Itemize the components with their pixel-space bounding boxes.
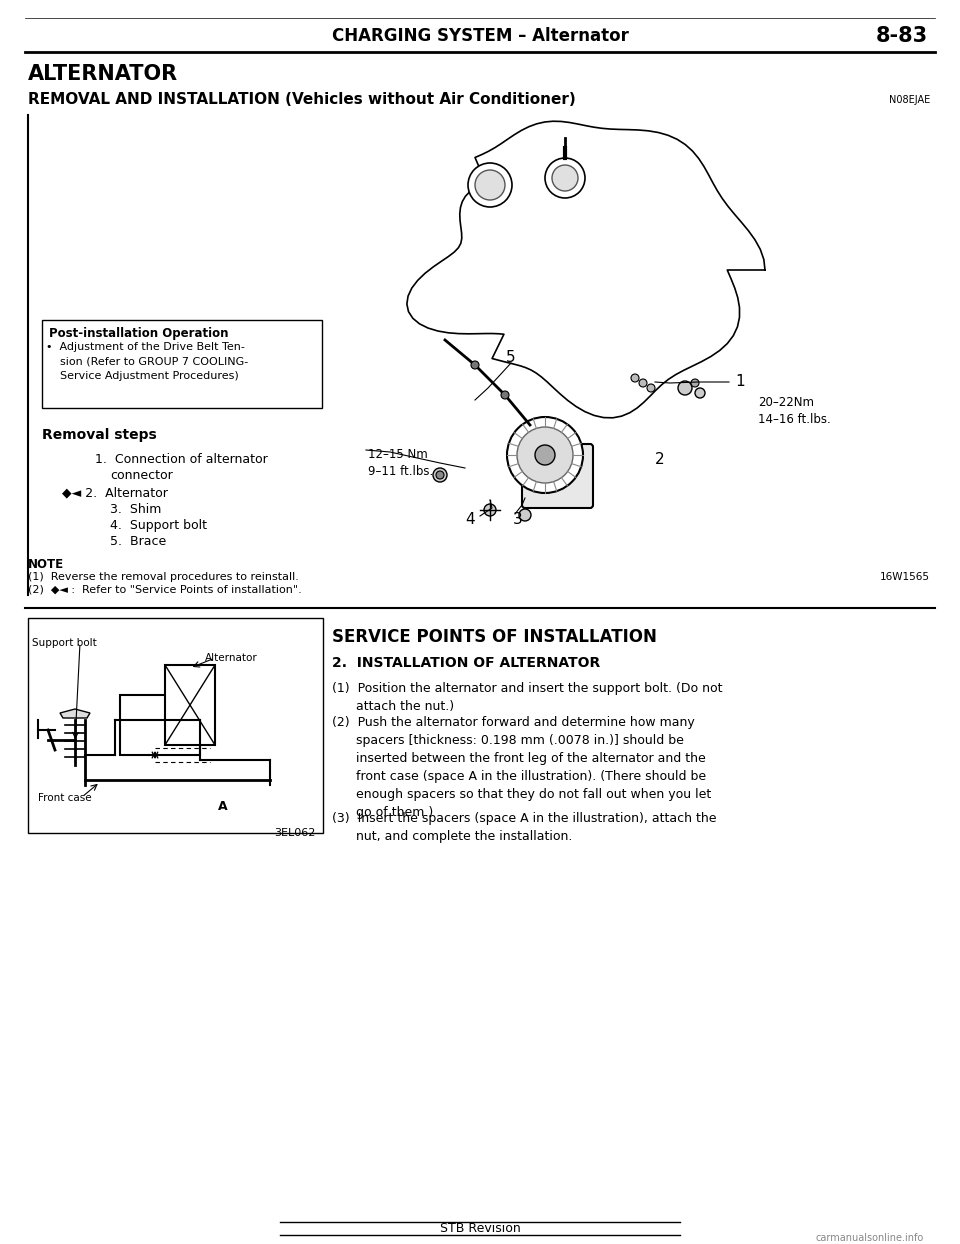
Text: 3: 3 — [514, 513, 523, 527]
Circle shape — [545, 158, 585, 198]
Text: Removal steps: Removal steps — [42, 428, 156, 442]
Text: 2: 2 — [655, 453, 665, 468]
Text: 5: 5 — [506, 351, 516, 366]
Text: (1)  Position the alternator and insert the support bolt. (Do not
      attach t: (1) Position the alternator and insert t… — [332, 682, 723, 713]
Circle shape — [484, 504, 496, 516]
Text: Front case: Front case — [38, 792, 91, 802]
Circle shape — [695, 388, 705, 398]
FancyBboxPatch shape — [522, 444, 593, 508]
Text: (2)  ◆◄ :  Refer to "Service Points of installation".: (2) ◆◄ : Refer to "Service Points of ins… — [28, 585, 301, 595]
Circle shape — [471, 361, 479, 369]
Text: 20–22Nm
14–16 ft.lbs.: 20–22Nm 14–16 ft.lbs. — [758, 396, 830, 425]
Circle shape — [552, 165, 578, 192]
Circle shape — [507, 417, 583, 493]
Text: 2.  INSTALLATION OF ALTERNATOR: 2. INSTALLATION OF ALTERNATOR — [332, 656, 600, 671]
Circle shape — [519, 509, 531, 521]
Text: Post-installation Operation: Post-installation Operation — [49, 327, 228, 340]
Bar — [28, 618, 323, 833]
Text: 3.  Shim: 3. Shim — [110, 503, 161, 516]
Text: (1)  Reverse the removal procedures to reinstall.: (1) Reverse the removal procedures to re… — [28, 572, 299, 582]
Polygon shape — [407, 121, 765, 418]
Text: •  Adjustment of the Drive Belt Ten-
    sion (Refer to GROUP 7 COOLING-
    Ser: • Adjustment of the Drive Belt Ten- sion… — [46, 342, 249, 381]
Bar — [120, 695, 200, 755]
Text: N08EJAE: N08EJAE — [889, 95, 930, 104]
Circle shape — [475, 170, 505, 200]
Text: 4.  Support bolt: 4. Support bolt — [110, 519, 207, 532]
Text: NOTE: NOTE — [28, 559, 64, 571]
Circle shape — [647, 384, 655, 392]
Text: ALTERNATOR: ALTERNATOR — [28, 63, 179, 85]
Circle shape — [433, 468, 447, 481]
Circle shape — [468, 163, 512, 207]
Text: Support bolt: Support bolt — [32, 638, 97, 648]
Circle shape — [678, 381, 692, 396]
Circle shape — [691, 379, 699, 387]
Text: CHARGING SYSTEM – Alternator: CHARGING SYSTEM – Alternator — [331, 27, 629, 45]
Text: 3EL062: 3EL062 — [275, 829, 316, 838]
Text: STB Revision: STB Revision — [440, 1223, 520, 1235]
Text: 12–15 Nm
9–11 ft.lbs.: 12–15 Nm 9–11 ft.lbs. — [368, 448, 433, 478]
Circle shape — [631, 374, 639, 382]
Text: REMOVAL AND INSTALLATION (Vehicles without Air Conditioner): REMOVAL AND INSTALLATION (Vehicles witho… — [28, 92, 576, 107]
Text: 1.  Connection of alternator: 1. Connection of alternator — [95, 453, 268, 466]
Text: carmanualsonline.info: carmanualsonline.info — [816, 1233, 924, 1243]
Text: 1: 1 — [735, 374, 745, 389]
Bar — [165, 666, 215, 745]
Text: 16W1565: 16W1565 — [880, 572, 930, 582]
Text: (2)  Push the alternator forward and determine how many
      spacers [thickness: (2) Push the alternator forward and dete… — [332, 717, 711, 819]
Text: SERVICE POINTS OF INSTALLATION: SERVICE POINTS OF INSTALLATION — [332, 628, 657, 646]
Text: Alternator: Alternator — [205, 653, 257, 663]
Text: (3)  Insert the spacers (space A in the illustration), attach the
      nut, and: (3) Insert the spacers (space A in the i… — [332, 812, 716, 843]
Circle shape — [517, 427, 573, 483]
Circle shape — [639, 379, 647, 387]
Text: 4: 4 — [466, 513, 475, 527]
Text: A: A — [218, 800, 228, 814]
Circle shape — [501, 391, 509, 399]
Text: 8-83: 8-83 — [876, 26, 928, 46]
Circle shape — [436, 471, 444, 479]
Text: connector: connector — [110, 469, 173, 481]
Text: 5.  Brace: 5. Brace — [110, 535, 166, 549]
Text: ◆◄ 2.  Alternator: ◆◄ 2. Alternator — [62, 486, 168, 499]
Circle shape — [535, 445, 555, 465]
Polygon shape — [60, 709, 90, 718]
Bar — [42, 320, 322, 408]
